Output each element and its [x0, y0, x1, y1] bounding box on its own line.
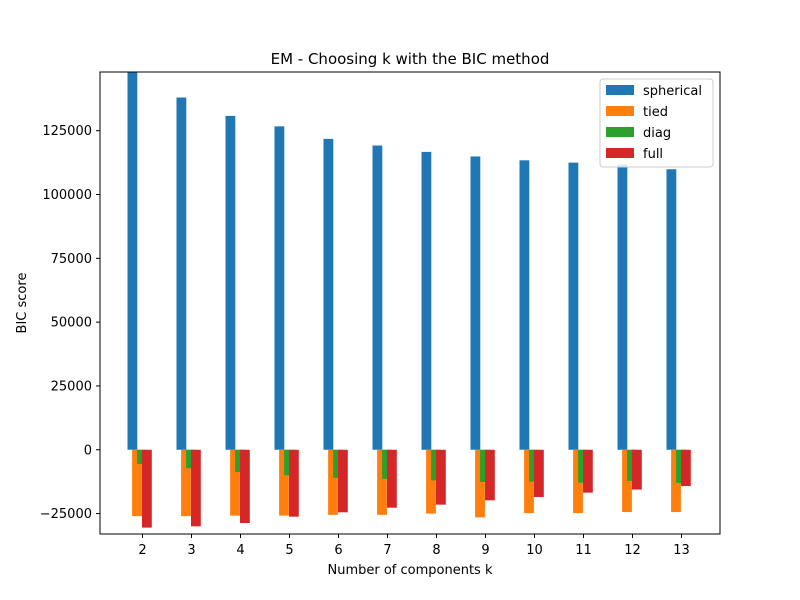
y-tick-label: 125000	[42, 124, 92, 139]
x-tick-label: 2	[138, 543, 146, 558]
bar-full-k4	[240, 449, 250, 524]
bar-tied-k9	[475, 449, 485, 518]
legend-label-spherical: spherical	[643, 84, 702, 99]
bar-full-k12	[632, 449, 642, 490]
x-tick-label: 11	[575, 543, 592, 558]
x-axis-label: Number of components k	[328, 563, 493, 578]
x-tick-label: 4	[236, 543, 244, 558]
x-tick-label: 13	[673, 543, 690, 558]
legend-box	[599, 78, 714, 168]
x-tick-label: 12	[624, 543, 641, 558]
bar-tied-k3	[181, 449, 191, 517]
bar-tied-k2	[132, 449, 142, 517]
bar-tied-k7	[377, 449, 387, 515]
legend-label-full: full	[643, 147, 663, 162]
bars-layer	[127, 72, 691, 528]
bar-tied-k4	[230, 449, 240, 516]
x-tick-label: 9	[481, 543, 489, 558]
bar-full-k8	[436, 449, 446, 505]
bar-tied-k10	[524, 449, 534, 514]
x-tick-label: 8	[432, 543, 440, 558]
bar-tied-k6	[328, 449, 338, 515]
bar-full-k3	[191, 449, 201, 527]
bar-full-k9	[485, 449, 495, 501]
bar-spherical-k5	[274, 126, 285, 450]
y-tick-label: 50000	[51, 316, 92, 331]
bar-full-k13	[681, 449, 691, 487]
bar-spherical-k2	[127, 72, 138, 450]
bar-tied-k12	[622, 449, 632, 513]
bar-spherical-k10	[519, 160, 530, 450]
bar-full-k5	[289, 449, 299, 517]
legend-label-tied: tied	[643, 105, 668, 120]
bar-full-k2	[142, 449, 152, 528]
y-tick-label: −25000	[40, 507, 92, 522]
legend-swatch-diag	[606, 127, 634, 137]
x-axis: 2 3 4 5 6 7 8 9 10 11 12 13	[138, 534, 690, 558]
bar-spherical-k9	[470, 156, 481, 450]
legend-swatch-full	[606, 148, 634, 158]
bar-full-k10	[534, 449, 544, 497]
bar-full-k6	[338, 449, 348, 513]
bar-tied-k5	[279, 449, 289, 516]
y-axis-label: BIC score	[15, 273, 30, 334]
bar-tied-k11	[573, 449, 583, 514]
bar-spherical-k11	[568, 162, 579, 450]
plot-frame	[99, 71, 721, 535]
legend-swatch-spherical	[606, 85, 634, 95]
x-tick-label: 7	[383, 543, 391, 558]
bar-spherical-k4	[225, 115, 236, 450]
chart-title: EM - Choosing k with the BIC method	[271, 50, 550, 68]
legend-label-diag: diag	[643, 126, 671, 141]
bar-spherical-k6	[323, 138, 334, 450]
bar-full-k7	[387, 449, 397, 508]
y-tick-label: 25000	[51, 379, 92, 394]
bar-spherical-k7	[372, 145, 383, 450]
y-tick-label: 75000	[51, 252, 92, 267]
x-tick-label: 3	[187, 543, 195, 558]
y-axis: −25000 0 25000 50000 75000 100000 125000	[40, 124, 100, 522]
bar-full-k11	[583, 449, 593, 493]
x-tick-label: 6	[334, 543, 342, 558]
bar-spherical-k3	[176, 97, 187, 450]
legend-swatch-tied	[606, 106, 634, 116]
bar-tied-k8	[426, 449, 436, 514]
bar-tied-k13	[671, 449, 681, 513]
y-tick-label: 100000	[42, 188, 92, 203]
legend: spherical tied diag full	[599, 78, 714, 168]
bar-spherical-k13	[666, 169, 677, 450]
x-tick-label: 5	[285, 543, 293, 558]
bar-spherical-k8	[421, 151, 432, 450]
bar-spherical-k12	[617, 164, 628, 450]
y-tick-label: 0	[84, 443, 92, 458]
x-tick-label: 10	[526, 543, 543, 558]
